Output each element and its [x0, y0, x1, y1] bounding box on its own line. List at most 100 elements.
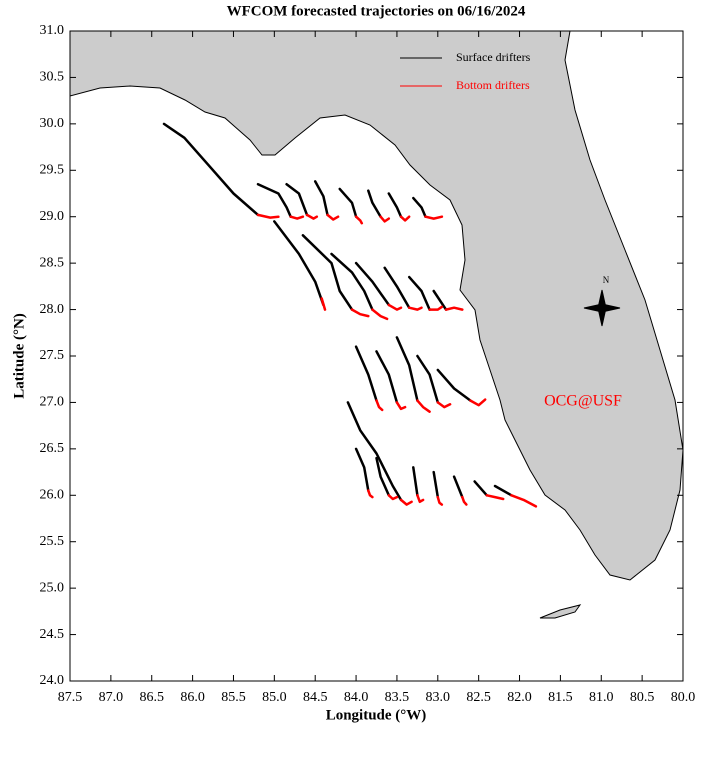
x-tick-label: 81.5	[548, 690, 573, 705]
drifter-track	[469, 398, 487, 407]
x-axis-label: Longitude (°W)	[326, 707, 427, 723]
annotation: OCG@USF	[544, 393, 622, 410]
drifter-track	[371, 308, 389, 321]
drifter-track	[395, 336, 419, 402]
x-tick-label: 83.0	[426, 690, 451, 705]
y-tick-label: 26.5	[40, 441, 65, 456]
drifter-track	[412, 196, 427, 218]
drifter-track	[444, 306, 464, 311]
drifter-track	[375, 456, 391, 497]
drifter-track	[416, 399, 431, 413]
drifter-track	[375, 399, 384, 412]
drifter-track	[379, 215, 391, 223]
drifter-track	[407, 306, 423, 311]
drifter-track	[436, 401, 452, 409]
legend-label: Bottom drifters	[456, 78, 530, 92]
drifter-track	[395, 401, 407, 411]
drifter-track	[412, 466, 419, 497]
drifter-track	[436, 495, 444, 506]
drifter-track	[473, 480, 489, 497]
y-tick-label: 24.0	[40, 673, 65, 688]
drifter-track	[320, 297, 327, 311]
y-tick-label: 25.5	[40, 534, 65, 549]
y-tick-label: 30.0	[40, 116, 65, 131]
drifter-track	[354, 261, 391, 307]
drifter-track	[273, 220, 325, 307]
keys	[539, 604, 582, 619]
island	[539, 604, 582, 619]
land	[69, 30, 684, 581]
drifter-track	[432, 470, 440, 499]
drifter-track	[326, 213, 340, 221]
drifter-track	[407, 275, 431, 311]
x-tick-label: 80.5	[630, 690, 655, 705]
drifter-track	[375, 350, 399, 404]
legend: Surface drifters Bottom drifters	[400, 50, 531, 92]
y-tick-label: 30.5	[40, 70, 65, 85]
y-tick-label: 28.0	[40, 302, 65, 317]
compass-ew	[583, 303, 621, 313]
compass-label: N	[603, 275, 610, 285]
chart-title: WFCOM forecasted trajectories on 06/16/2…	[227, 3, 526, 19]
drifter-track	[428, 305, 444, 311]
x-tick-label: 87.5	[58, 690, 83, 705]
x-tick-label: 83.5	[385, 690, 410, 705]
y-tick-label: 27.0	[40, 395, 65, 410]
y-tick-label: 29.5	[40, 163, 65, 178]
drifter-track	[432, 289, 448, 311]
compass	[583, 289, 621, 327]
x-tick-label: 87.0	[99, 690, 124, 705]
x-tick-label: 86.5	[139, 690, 164, 705]
drifter-track	[256, 213, 280, 219]
legend-label: Surface drifters	[456, 50, 531, 64]
drifter-track	[399, 498, 413, 506]
drifter-track	[424, 215, 444, 220]
y-tick-label: 29.0	[40, 209, 65, 224]
drifter-track	[461, 495, 468, 506]
drifter-track	[416, 494, 425, 504]
drifter-track	[301, 234, 354, 311]
x-tick-label: 82.0	[507, 690, 532, 705]
drifter-track	[354, 215, 364, 225]
y-tick-label: 28.5	[40, 255, 65, 270]
drifter-track	[387, 303, 403, 311]
drifter-track	[416, 354, 440, 404]
x-tick-label: 84.0	[344, 690, 369, 705]
drifter-track	[452, 475, 464, 499]
drifter-track	[313, 180, 329, 217]
drifter-track	[387, 494, 399, 501]
drifter-track	[330, 252, 374, 311]
drifter-track	[289, 215, 305, 220]
drifter-track	[383, 266, 411, 309]
tracks	[162, 122, 538, 508]
drifter-track	[305, 213, 319, 220]
drifter-track	[354, 345, 378, 402]
y-tick-label: 24.5	[40, 627, 65, 642]
drifter-track	[493, 484, 513, 497]
y-axis-label: Latitude (°N)	[11, 313, 27, 399]
drifter-track	[285, 182, 309, 217]
drifter-track	[436, 368, 472, 402]
y-tick-label: 26.0	[40, 488, 65, 503]
drifter-track	[510, 494, 538, 508]
drifter-track	[256, 182, 292, 218]
x-tick-label: 86.0	[180, 690, 205, 705]
drifter-track	[162, 122, 260, 217]
x-tick-label: 81.0	[589, 690, 614, 705]
drifter-track	[399, 215, 411, 222]
x-tick-label: 80.0	[671, 690, 696, 705]
x-tick-label: 82.5	[466, 690, 491, 705]
y-tick-label: 25.0	[40, 580, 65, 595]
drifter-track	[346, 401, 403, 502]
drifter-track	[387, 192, 403, 218]
drifter-track	[354, 447, 370, 492]
drifter-track	[338, 187, 358, 218]
x-tick-label: 85.0	[262, 690, 287, 705]
drifter-track	[485, 494, 505, 501]
x-tick-label: 84.5	[303, 690, 328, 705]
drifter-track	[350, 308, 370, 318]
y-tick-label: 27.5	[40, 348, 65, 363]
y-tick-label: 31.0	[40, 23, 65, 38]
drifter-track	[367, 189, 382, 218]
